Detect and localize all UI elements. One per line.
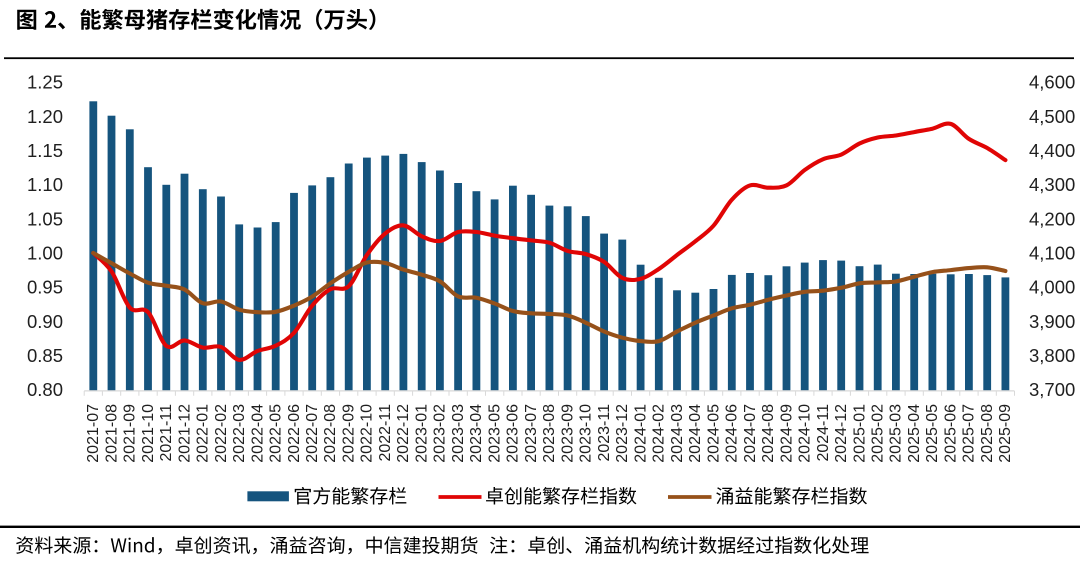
- svg-text:2024-05: 2024-05: [705, 404, 722, 463]
- svg-text:2024-03: 2024-03: [669, 404, 686, 463]
- svg-text:1.10: 1.10: [27, 174, 63, 195]
- svg-text:2021-10: 2021-10: [140, 404, 157, 463]
- svg-text:2021-11: 2021-11: [158, 404, 175, 462]
- svg-text:2023-02: 2023-02: [432, 404, 449, 463]
- svg-text:2025-05: 2025-05: [924, 404, 941, 463]
- svg-text:4,600: 4,600: [1029, 72, 1075, 93]
- svg-text:0.95: 0.95: [27, 277, 63, 298]
- svg-text:2022-03: 2022-03: [231, 404, 248, 463]
- svg-text:2023-10: 2023-10: [578, 404, 595, 463]
- svg-text:2023-03: 2023-03: [450, 404, 467, 463]
- svg-text:2024-10: 2024-10: [797, 404, 814, 463]
- svg-text:4,500: 4,500: [1029, 106, 1075, 127]
- svg-text:2021-08: 2021-08: [103, 404, 120, 463]
- svg-text:2022-06: 2022-06: [286, 404, 303, 463]
- svg-text:3,700: 3,700: [1029, 379, 1075, 400]
- svg-text:2023-09: 2023-09: [559, 404, 576, 463]
- svg-text:2022-07: 2022-07: [304, 404, 321, 463]
- svg-text:2022-05: 2022-05: [268, 404, 285, 463]
- svg-text:2022-09: 2022-09: [341, 404, 358, 463]
- svg-text:2023-04: 2023-04: [468, 404, 485, 463]
- svg-text:2023-05: 2023-05: [486, 404, 503, 463]
- svg-text:3,900: 3,900: [1029, 311, 1075, 332]
- svg-text:2023-01: 2023-01: [414, 404, 431, 463]
- svg-text:2025-09: 2025-09: [997, 404, 1014, 463]
- svg-text:2025-02: 2025-02: [870, 404, 887, 463]
- svg-text:2025-01: 2025-01: [851, 404, 868, 463]
- svg-text:2024-11: 2024-11: [815, 404, 832, 462]
- svg-text:2025-04: 2025-04: [906, 404, 923, 463]
- svg-text:2024-01: 2024-01: [632, 404, 649, 463]
- svg-text:2025-08: 2025-08: [979, 404, 996, 463]
- svg-text:2023-12: 2023-12: [614, 404, 631, 463]
- svg-text:2022-12: 2022-12: [395, 404, 412, 463]
- svg-text:2023-11: 2023-11: [596, 404, 613, 462]
- svg-text:4,400: 4,400: [1029, 140, 1075, 161]
- svg-text:2025-06: 2025-06: [943, 404, 960, 463]
- svg-text:4,200: 4,200: [1029, 208, 1075, 229]
- svg-text:0.85: 0.85: [27, 345, 63, 366]
- svg-text:1.20: 1.20: [27, 106, 63, 127]
- svg-text:1.15: 1.15: [27, 140, 63, 161]
- svg-text:4,000: 4,000: [1029, 277, 1075, 298]
- svg-text:2024-02: 2024-02: [651, 404, 668, 463]
- svg-text:2021-12: 2021-12: [176, 404, 193, 463]
- svg-text:4,300: 4,300: [1029, 174, 1075, 195]
- svg-text:0.80: 0.80: [27, 379, 63, 400]
- svg-text:2024-07: 2024-07: [742, 404, 759, 463]
- svg-text:1.05: 1.05: [27, 208, 63, 229]
- svg-text:2024-04: 2024-04: [687, 404, 704, 463]
- svg-text:2023-06: 2023-06: [505, 404, 522, 463]
- svg-text:2022-02: 2022-02: [213, 404, 230, 463]
- svg-text:2022-01: 2022-01: [195, 404, 212, 463]
- svg-text:2021-07: 2021-07: [85, 404, 102, 463]
- svg-text:4,100: 4,100: [1029, 243, 1075, 264]
- svg-text:3,800: 3,800: [1029, 345, 1075, 366]
- svg-text:1.00: 1.00: [27, 243, 63, 264]
- svg-text:2022-08: 2022-08: [322, 404, 339, 463]
- svg-text:2025-03: 2025-03: [888, 404, 905, 463]
- svg-text:0.90: 0.90: [27, 311, 63, 332]
- svg-text:2023-08: 2023-08: [541, 404, 558, 463]
- svg-text:2021-09: 2021-09: [122, 404, 139, 463]
- svg-text:2022-11: 2022-11: [377, 404, 394, 462]
- svg-text:2024-06: 2024-06: [724, 404, 741, 463]
- svg-text:2022-04: 2022-04: [249, 404, 266, 463]
- svg-text:2025-07: 2025-07: [961, 404, 978, 463]
- svg-text:2024-12: 2024-12: [833, 404, 850, 463]
- svg-text:2024-09: 2024-09: [778, 404, 795, 463]
- svg-text:2023-07: 2023-07: [523, 404, 540, 463]
- svg-text:1.25: 1.25: [27, 72, 63, 93]
- svg-text:2024-08: 2024-08: [760, 404, 777, 463]
- svg-text:2022-10: 2022-10: [359, 404, 376, 463]
